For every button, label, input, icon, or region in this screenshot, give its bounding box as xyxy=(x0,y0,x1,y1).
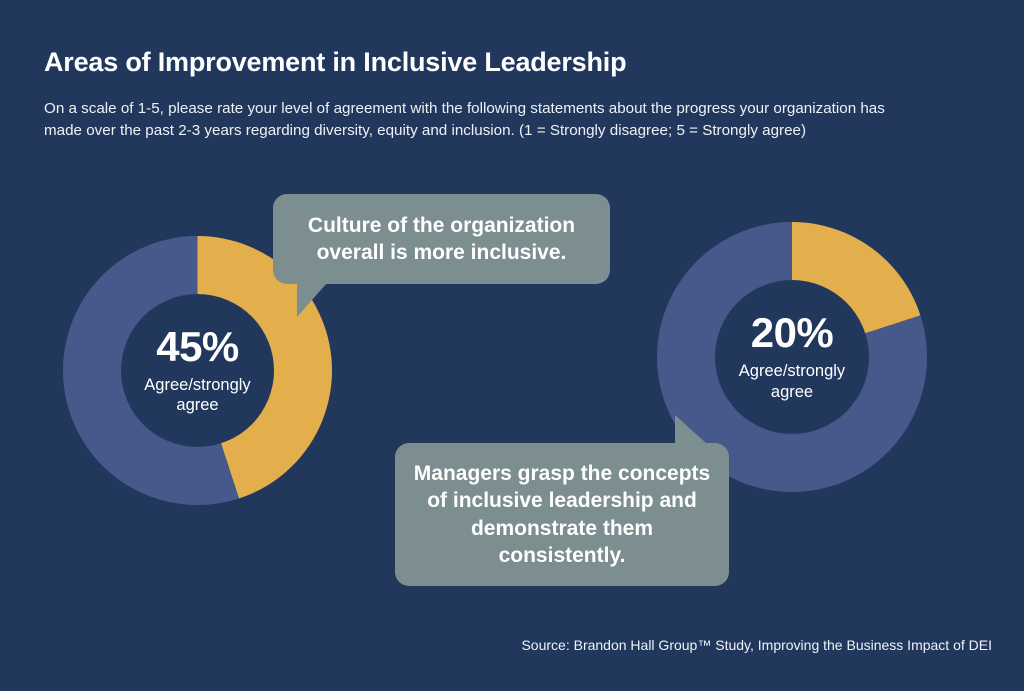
callout-tail-culture xyxy=(297,283,327,317)
donut-center-culture: 45% Agree/strongly agree xyxy=(121,294,274,447)
page-subtitle: On a scale of 1-5, please rate your leve… xyxy=(44,100,885,139)
donut-caption-managers: Agree/strongly agree xyxy=(738,362,846,401)
callout-tail-managers xyxy=(675,415,707,444)
donut-center-managers: 20% Agree/strongly agree xyxy=(715,280,869,434)
page-title: Areas of Improvement in Inclusive Leader… xyxy=(44,47,627,77)
donut-percent-value-managers: 20% xyxy=(750,309,834,357)
callout-bubble-managers: Managers grasp the concepts of inclusive… xyxy=(395,415,729,586)
callout-text-culture: Culture of the organization overall is m… xyxy=(307,213,576,264)
donut-caption-culture: Agree/strongly agree xyxy=(144,375,251,414)
callout-text-managers: Managers grasp the concepts of inclusive… xyxy=(413,461,711,567)
source-attribution: Source: Brandon Hall Group™ Study, Impro… xyxy=(521,637,992,653)
donut-percent-value-culture: 45% xyxy=(156,322,239,370)
callout-bubble-culture: Culture of the organization overall is m… xyxy=(273,194,610,317)
